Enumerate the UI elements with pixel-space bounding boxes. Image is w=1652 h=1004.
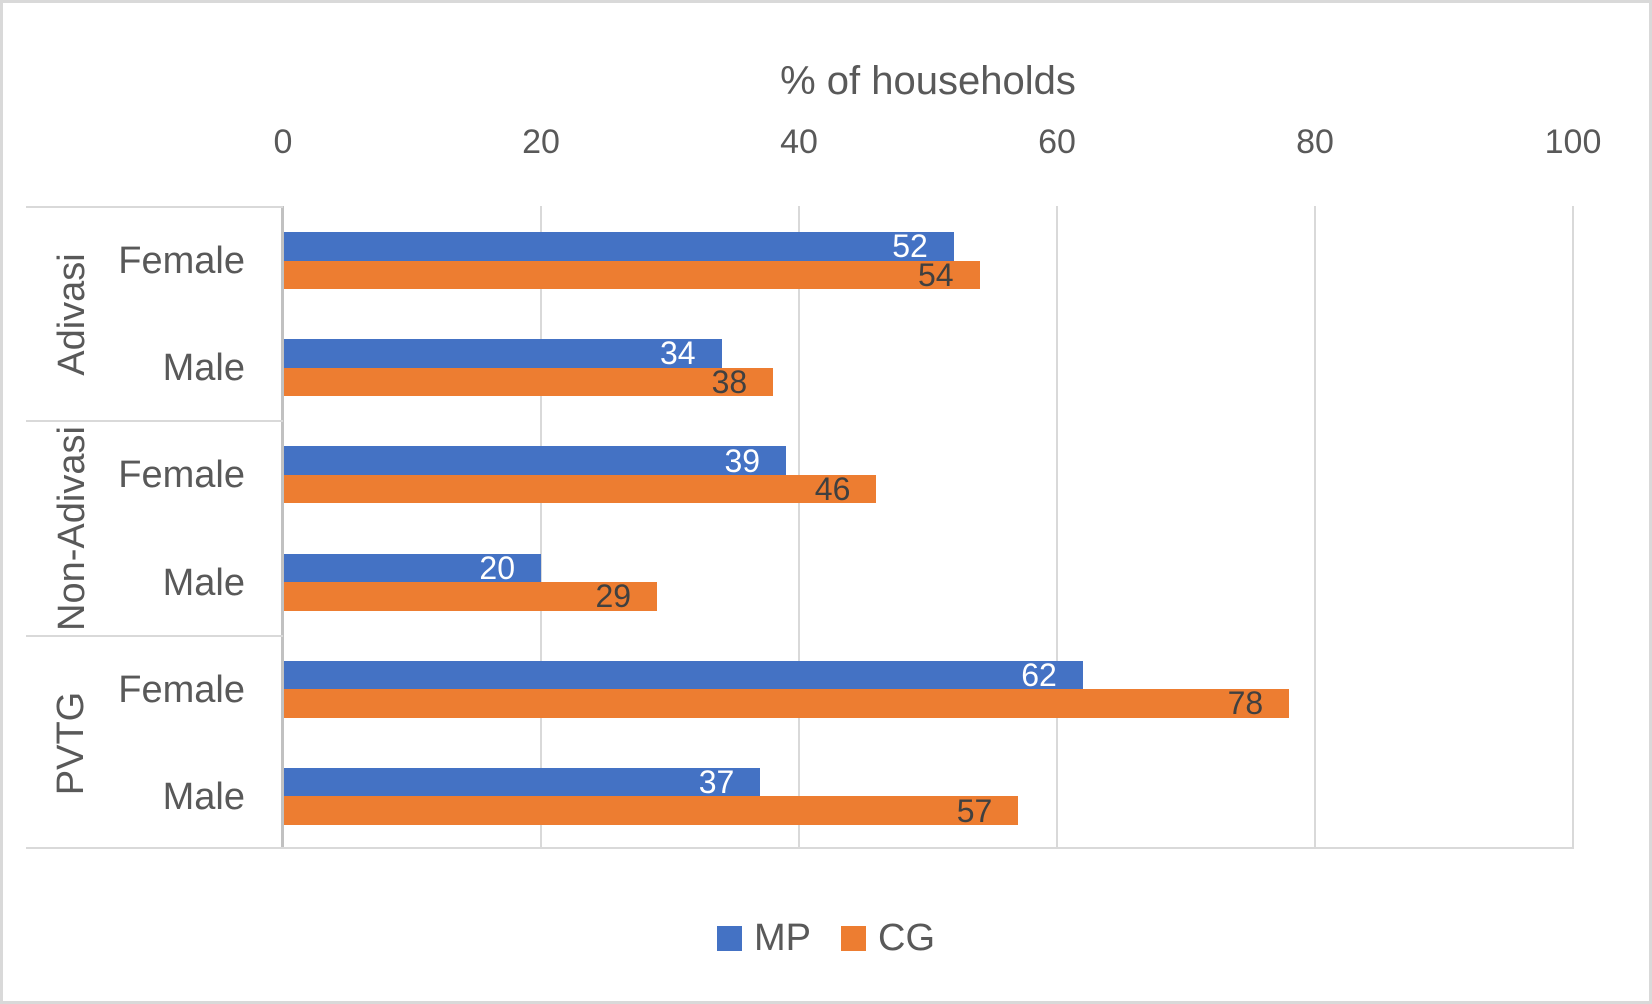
category-label-0: Female xyxy=(118,240,245,283)
group-label-1: Non-Adivasi xyxy=(26,422,118,634)
value-axis-tick-20: 20 xyxy=(522,123,560,161)
gridline-100 xyxy=(1572,206,1574,849)
value-axis-tick-0: 0 xyxy=(273,123,293,161)
value-axis-line xyxy=(281,206,284,849)
data-label-mp-5: 37 xyxy=(698,764,735,801)
legend-label-cg: CG xyxy=(878,916,935,959)
category-label-1: Male xyxy=(162,347,245,390)
group-label-text-2: PVTG xyxy=(50,692,93,796)
data-label-cg-3: 29 xyxy=(595,578,632,615)
plot-bottom-border xyxy=(26,847,1573,849)
bar-mp-1: 34 xyxy=(283,335,722,372)
bar-mp-2: 39 xyxy=(283,442,787,479)
legend-swatch-cg xyxy=(841,925,866,951)
group-label-text-0: Adivasi xyxy=(50,252,93,376)
value-axis-tick-60: 60 xyxy=(1038,123,1076,161)
category-label-3: Male xyxy=(162,561,245,604)
bar-mp-5: 37 xyxy=(283,764,761,801)
bar-cg-2: 46 xyxy=(283,471,877,508)
bar-cg-4: 78 xyxy=(283,685,1290,722)
data-label-cg-5: 57 xyxy=(956,792,993,829)
bar-mp-0: 52 xyxy=(283,228,954,265)
data-label-cg-1: 38 xyxy=(711,363,748,400)
group-cell-1: Non-Adivasi xyxy=(26,422,283,637)
bar-mp-4: 62 xyxy=(283,656,1083,693)
group-label-0: Adivasi xyxy=(26,208,118,420)
data-label-cg-0: 54 xyxy=(918,256,954,293)
data-label-mp-0: 52 xyxy=(892,228,928,265)
value-axis-tick-40: 40 xyxy=(780,123,818,161)
group-cell-0: Adivasi xyxy=(26,208,283,423)
data-label-mp-2: 39 xyxy=(724,442,761,479)
legend-label-mp: MP xyxy=(754,916,811,959)
gridline-20 xyxy=(540,206,542,849)
category-label-4: Female xyxy=(118,668,245,711)
value-axis-tick-80: 80 xyxy=(1296,123,1334,161)
gridline-40 xyxy=(798,206,800,849)
legend-swatch-mp xyxy=(717,925,742,951)
bar-mp-3: 20 xyxy=(283,549,541,586)
legend-item-cg: CG xyxy=(841,917,935,960)
group-label-text-1: Non-Adivasi xyxy=(50,426,93,631)
group-label-2: PVTG xyxy=(26,637,118,851)
plot-area: 52 54 34 38 39 46 20 29 62 78 37 57 xyxy=(283,206,1574,849)
legend: MP CG xyxy=(3,915,1649,961)
bar-cg-3: 29 xyxy=(283,578,658,615)
category-label-5: Male xyxy=(162,775,245,818)
category-label-2: Female xyxy=(118,454,245,497)
data-label-mp-1: 34 xyxy=(660,335,696,372)
bar-cg-1: 38 xyxy=(283,363,774,400)
category-axis-label-table: Adivasi Female Male Non-Adivasi Female Male PV… xyxy=(26,206,283,849)
gridline-60 xyxy=(1056,206,1058,849)
gridline-80 xyxy=(1314,206,1316,849)
bar-cg-5: 57 xyxy=(283,792,1019,829)
value-axis-tick-100: 100 xyxy=(1544,123,1602,161)
data-label-cg-4: 78 xyxy=(1227,685,1264,722)
chart-title: % of households xyxy=(780,59,1076,103)
bar-cg-0: 54 xyxy=(283,256,980,293)
data-label-mp-4: 62 xyxy=(1021,656,1057,693)
data-label-mp-3: 20 xyxy=(479,549,515,586)
legend-item-mp: MP xyxy=(717,917,811,960)
data-label-cg-2: 46 xyxy=(814,471,851,508)
